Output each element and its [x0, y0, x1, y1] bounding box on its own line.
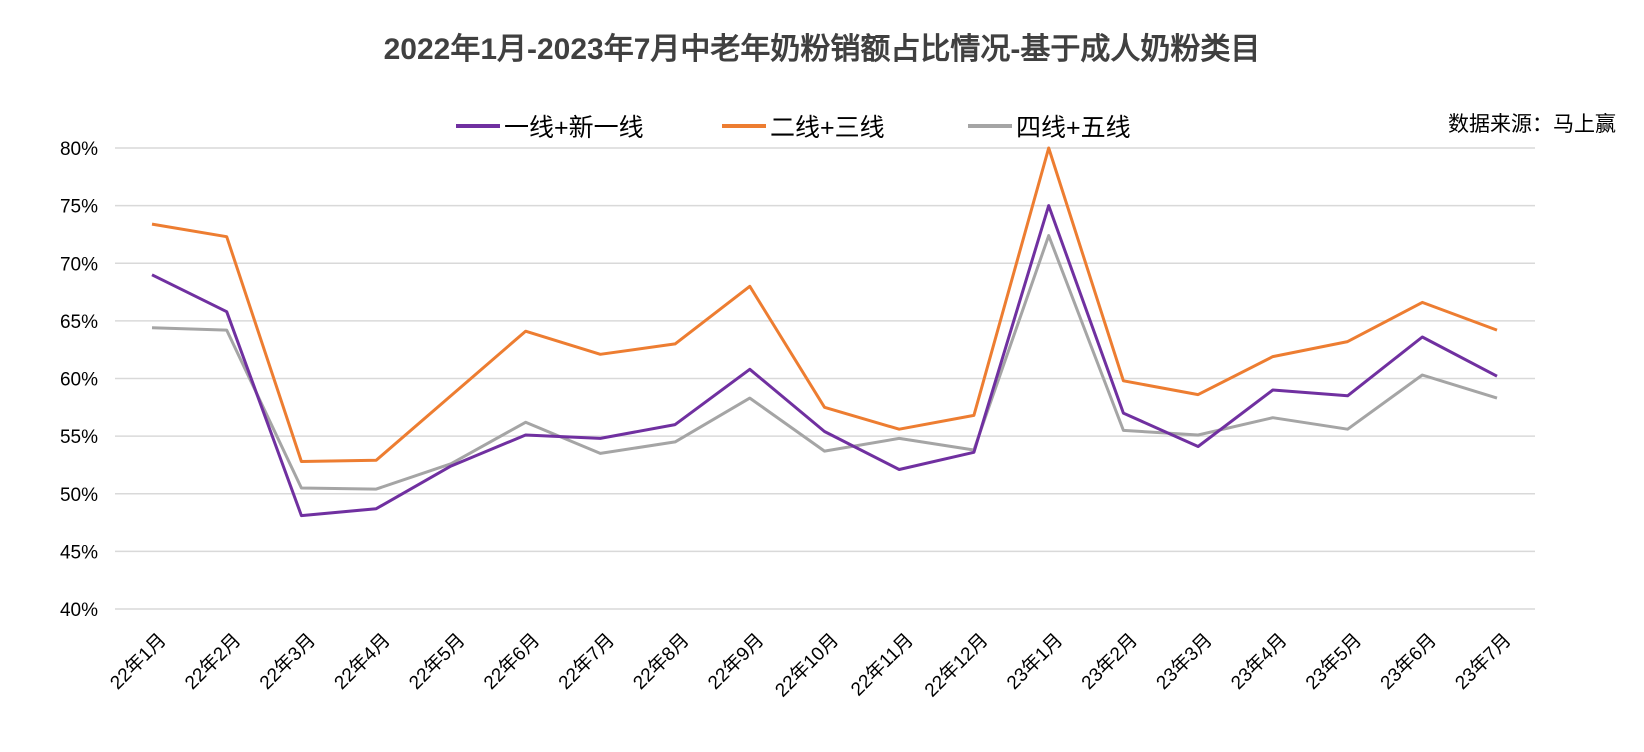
y-tick-label: 50% — [60, 485, 98, 506]
x-tick-label: 22年9月 — [704, 629, 769, 694]
legend-swatch-tier2 — [722, 124, 766, 128]
legend-item-tier4[interactable]: 四线+五线 — [968, 108, 1131, 144]
x-tick-label: 23年7月 — [1451, 629, 1516, 694]
x-tick-label: 23年5月 — [1301, 629, 1366, 694]
x-tick-label: 22年11月 — [846, 629, 917, 700]
chart-title: 2022年1月-2023年7月中老年奶粉销额占比情况-基于成人奶粉类目 — [383, 33, 1261, 66]
x-tick-label: 22年10月 — [771, 629, 843, 701]
y-tick-label: 60% — [60, 370, 98, 391]
x-tick-label: 22年6月 — [479, 629, 544, 694]
x-tick-label: 22年5月 — [405, 629, 470, 694]
legend-item-tier2[interactable]: 二线+三线 — [722, 108, 885, 144]
x-tick-label: 22年12月 — [920, 629, 992, 701]
y-tick-label: 75% — [60, 197, 98, 218]
x-tick-label: 22年3月 — [255, 629, 320, 694]
y-tick-label: 55% — [60, 427, 98, 448]
y-tick-label: 40% — [60, 600, 98, 621]
y-tick-label: 80% — [60, 139, 98, 160]
x-tick-label: 23年4月 — [1227, 629, 1292, 694]
x-tick-label: 22年2月 — [180, 629, 245, 694]
y-tick-label: 70% — [60, 254, 98, 275]
x-tick-label: 22年1月 — [106, 629, 171, 694]
legend-label-tier2: 二线+三线 — [770, 114, 885, 142]
legend: 一线+新一线 二线+三线 四线+五线 — [0, 108, 1644, 144]
y-tick-label: 45% — [60, 542, 98, 563]
source-note: 数据来源：马上赢 — [1448, 113, 1616, 136]
series-line-1[interactable] — [151, 146, 1498, 463]
legend-swatch-tier1 — [456, 124, 500, 128]
x-tick-label: 22年4月 — [330, 629, 395, 694]
series-line-2[interactable] — [151, 234, 1498, 491]
y-tick-label: 65% — [60, 312, 98, 333]
series-lines — [151, 146, 1498, 518]
x-tick-label: 23年6月 — [1376, 629, 1441, 694]
series-line-0[interactable] — [151, 204, 1498, 518]
legend-swatch-tier4 — [968, 124, 1012, 128]
x-tick-label: 22年8月 — [629, 629, 694, 694]
x-tick-label: 23年1月 — [1002, 629, 1067, 694]
legend-label-tier4: 四线+五线 — [1016, 114, 1131, 142]
x-axis-ticks: 22年1月 22年2月 22年3月 22年4月 22年5月 22年6月 22年7月 22年8月… — [106, 629, 1516, 701]
y-axis-ticks: 40% 45% 50% 55% 60% 65% 70% 75% 80% — [60, 139, 98, 621]
legend-item-tier1[interactable]: 一线+新一线 — [456, 108, 644, 144]
x-tick-label: 23年3月 — [1152, 629, 1217, 694]
x-tick-label: 22年7月 — [554, 629, 619, 694]
gridlines — [115, 147, 1535, 610]
legend-label-tier1: 一线+新一线 — [504, 114, 644, 142]
x-tick-label: 23年2月 — [1077, 629, 1142, 694]
